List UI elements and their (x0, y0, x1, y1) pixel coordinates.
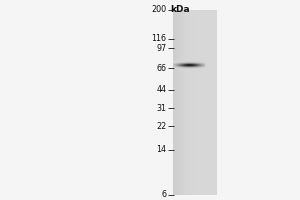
Text: kDa: kDa (170, 5, 190, 14)
Text: 22: 22 (156, 122, 167, 131)
Text: 6: 6 (161, 190, 166, 199)
Text: 44: 44 (157, 85, 166, 94)
Text: 97: 97 (156, 44, 167, 53)
Text: 66: 66 (157, 64, 166, 73)
Text: 200: 200 (152, 5, 166, 14)
Text: 116: 116 (152, 34, 166, 43)
Text: 31: 31 (157, 104, 166, 113)
Text: 14: 14 (157, 145, 166, 154)
